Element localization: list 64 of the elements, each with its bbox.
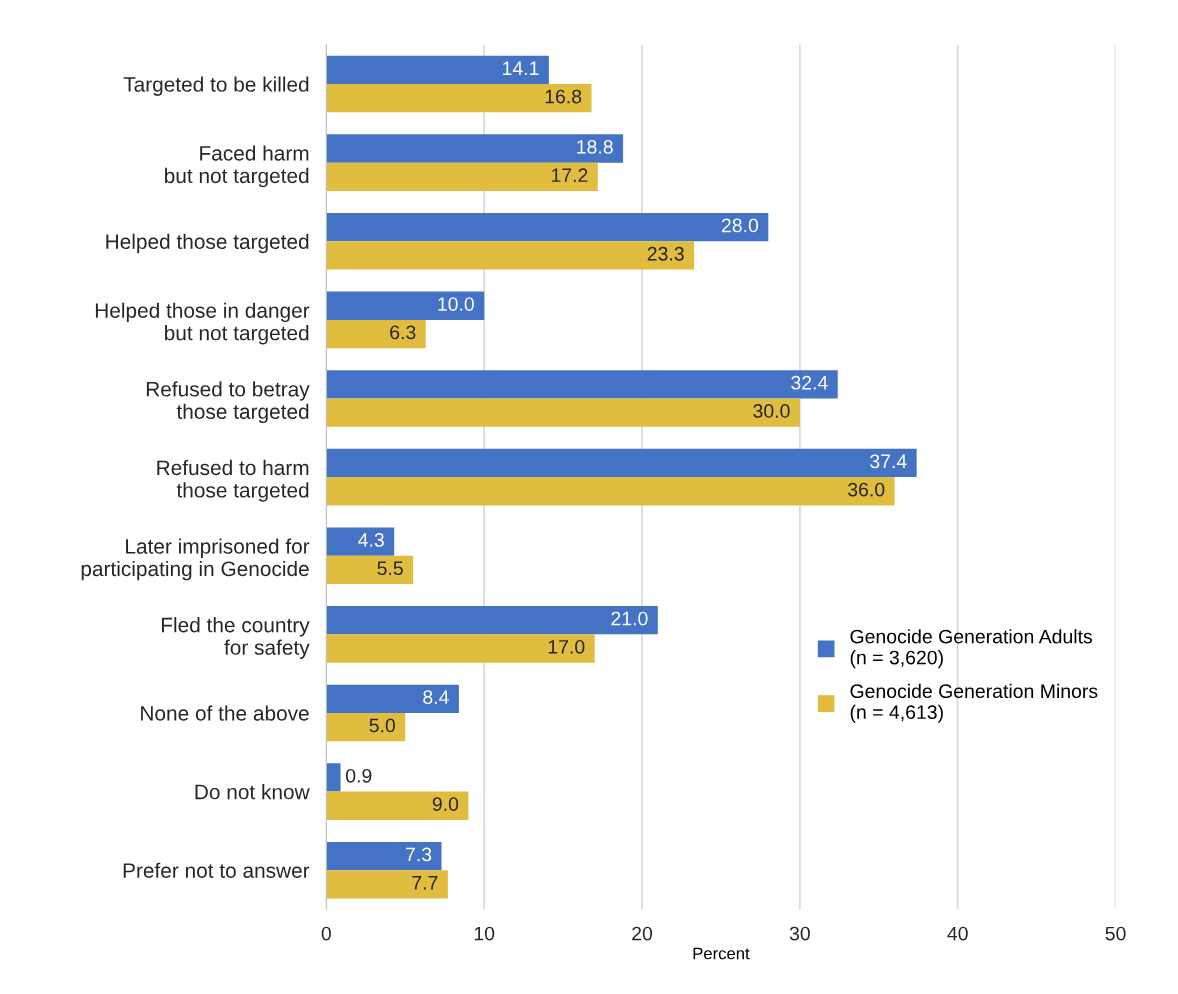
data-label: 36.0 (848, 482, 885, 497)
y-tick-label: Later imprisoned for participating in Genocide (81, 538, 310, 581)
x-tick-label: 20 (632, 926, 653, 941)
bar (326, 606, 658, 635)
legend-label: Genocide Generation Adults (n = 3,620) (850, 629, 1093, 669)
data-label: 17.2 (551, 168, 588, 182)
bar (326, 763, 341, 792)
bar (326, 84, 592, 113)
bar (326, 291, 485, 320)
data-label: 18.8 (577, 139, 613, 154)
data-label: 10.0 (438, 297, 474, 311)
y-tick-label: Targeted to be killed (123, 76, 309, 96)
data-label: 30.0 (753, 404, 790, 418)
bar (326, 55, 549, 85)
bar (326, 212, 769, 242)
bar (326, 162, 598, 191)
x-tick-label: 30 (789, 926, 810, 941)
data-label: 7.3 (406, 847, 432, 862)
x-tick-label: 0 (321, 926, 331, 941)
data-label: 4.3 (358, 533, 384, 547)
data-label: 37.4 (870, 454, 907, 469)
bar (326, 241, 695, 270)
y-tick-label: None of the above (141, 705, 309, 721)
data-label: 0.9 (346, 768, 372, 783)
bar (326, 527, 395, 556)
bar (326, 841, 442, 871)
bar (326, 398, 800, 427)
y-tick-label: Helped those in danger but not targeted (95, 302, 310, 345)
data-label: 8.4 (423, 690, 449, 705)
x-tick-label: 50 (1105, 926, 1126, 941)
x-tick-label: 10 (474, 926, 495, 941)
y-tick-label: Helped those targeted (106, 233, 309, 254)
y-tick-label: Do not know (195, 784, 310, 800)
bar (326, 791, 469, 820)
data-label: 23.3 (647, 246, 684, 261)
bar (326, 134, 624, 163)
y-tick-label: Refused to betray those targeted (146, 381, 310, 424)
data-label: 5.0 (369, 718, 395, 733)
data-label: 17.0 (548, 639, 585, 654)
y-tick-label: Fled the country for safety (161, 617, 310, 659)
bar (326, 634, 595, 663)
y-tick-label: Prefer not to answer (123, 862, 310, 878)
bar (326, 319, 426, 349)
data-label: 14.1 (503, 61, 539, 75)
data-label: 16.8 (545, 89, 582, 104)
bar (326, 870, 448, 899)
data-label: 7.7 (412, 876, 438, 890)
x-tick-label: 40 (947, 926, 968, 941)
bar (326, 555, 414, 585)
data-label: 32.4 (791, 375, 828, 390)
data-label: 9.0 (432, 797, 459, 811)
data-label: 5.5 (377, 561, 403, 576)
bar (326, 448, 917, 478)
x-axis-title: Percent (693, 947, 750, 960)
bar (326, 684, 459, 713)
y-tick-label: Faced harm but not targeted (165, 145, 309, 188)
data-label: 6.3 (390, 325, 416, 340)
data-label: 28.0 (721, 218, 759, 233)
bar (326, 477, 895, 506)
y-tick-label: Refused to harm those targeted (157, 459, 309, 502)
data-label: 21.0 (611, 611, 648, 626)
bar (326, 712, 406, 742)
bar (326, 370, 838, 399)
legend-label: Genocide Generation Minors (n = 4,613) (850, 683, 1098, 723)
